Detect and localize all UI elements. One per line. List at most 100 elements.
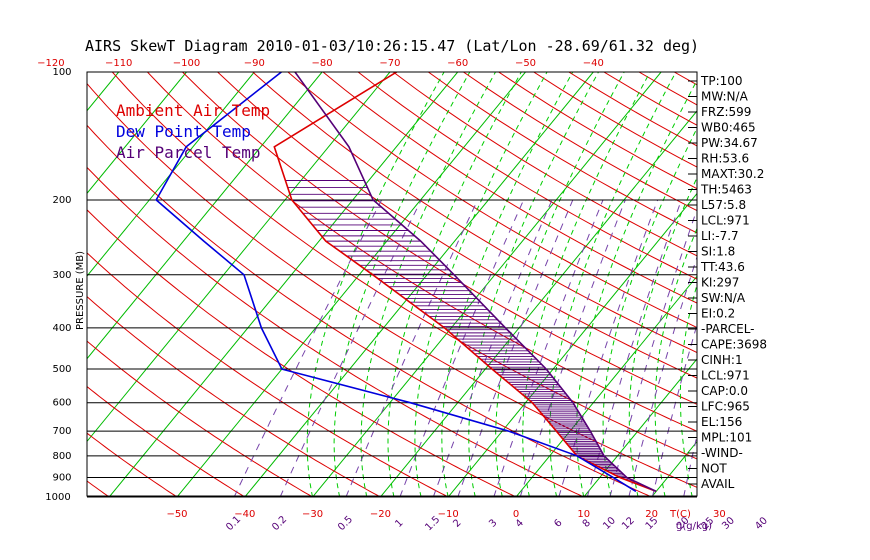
top-temp-tick-label: −100 xyxy=(173,58,200,69)
pressure-tick-label: 100 xyxy=(52,67,71,78)
mixing-ratio-tick-label: 2 xyxy=(451,517,463,529)
x-axis-label: T(C) xyxy=(669,509,691,520)
stability-index-label: -WIND- xyxy=(701,446,743,460)
top-temp-tick-label: −60 xyxy=(447,58,468,69)
top-temp-tick-label: −90 xyxy=(244,58,265,69)
isotherm-line xyxy=(109,72,459,496)
isotherm-line xyxy=(87,72,187,195)
stability-index-label: EL:156 xyxy=(701,415,742,429)
mixing-ratio-tick-label: 6 xyxy=(552,517,564,529)
mixing-ratio-tick-label: 10 xyxy=(601,515,618,532)
mixing-ratio-tick-label: 4 xyxy=(514,518,526,530)
bottom-temp-tick-label: 0 xyxy=(513,509,519,520)
stability-index-label: KI:297 xyxy=(701,276,739,290)
pressure-tick-label: 400 xyxy=(52,323,71,334)
stability-index-label: NOT xyxy=(701,462,727,476)
isotherm-line xyxy=(448,192,697,496)
mixing-ratio-line xyxy=(280,199,422,496)
top-temp-tick-label: −80 xyxy=(312,58,333,69)
pressure-tick-label: 500 xyxy=(52,364,71,375)
pressure-tick-label: 800 xyxy=(52,451,71,462)
moist-adiabat-line xyxy=(576,79,697,496)
dry-adiabat-line xyxy=(252,72,697,354)
stability-index-label: AVAIL xyxy=(701,477,735,491)
pressure-tick-label: 1000 xyxy=(45,492,70,503)
bottom-temp-tick-label: −30 xyxy=(302,509,323,520)
stability-index-label: CAP:0.0 xyxy=(701,384,748,398)
stability-index-label: EI:0.2 xyxy=(701,307,735,321)
moist-adiabat-line xyxy=(776,72,851,497)
moist-adiabat-line xyxy=(360,72,496,496)
stability-index-label: FRZ:599 xyxy=(701,105,751,119)
dry-adiabat-line xyxy=(0,72,41,497)
y-axis-label: PRESSURE (MB) xyxy=(75,251,86,330)
stability-index-label: SW:N/A xyxy=(701,291,746,305)
mixing-ratio-tick-label: 40 xyxy=(753,515,770,532)
moist-adiabat-line xyxy=(468,72,599,496)
isotherm-line xyxy=(651,440,697,496)
stability-index-label: -PARCEL- xyxy=(701,322,755,336)
pressure-tick-label: 600 xyxy=(52,398,71,409)
bottom-temp-tick-label: 10 xyxy=(577,509,590,520)
stability-index-label: LCL:971 xyxy=(701,369,750,383)
dry-adiabat-line xyxy=(428,72,697,234)
top-temp-tick-label: −70 xyxy=(379,58,400,69)
moist-adiabat-line xyxy=(414,72,548,496)
mixing-ratio-tick-label: 0.2 xyxy=(270,514,289,533)
isotherm-line xyxy=(312,72,662,496)
stability-index-label: TT:43.6 xyxy=(700,260,745,274)
dry-adiabat-line xyxy=(87,252,448,496)
stability-index-label: TP:100 xyxy=(700,74,743,88)
isotherm-line xyxy=(177,72,526,496)
dry-adiabat-line xyxy=(744,72,870,497)
pressure-tick-label: 200 xyxy=(52,195,71,206)
dry-adiabat-line xyxy=(815,72,870,497)
series-line-air-parcel-temp xyxy=(294,72,657,493)
isotherm-line xyxy=(87,72,391,443)
dry-adiabat-line xyxy=(463,72,697,212)
isotherm-line xyxy=(87,72,255,277)
dry-adiabat-line xyxy=(87,340,312,496)
stability-index-label: RH:53.6 xyxy=(701,152,749,166)
top-temp-tick-label: −110 xyxy=(105,58,132,69)
legend-entry: Air Parcel Temp xyxy=(116,143,261,162)
dry-adiabat-line xyxy=(87,209,516,496)
mixing-ratio-line xyxy=(519,199,626,496)
isotherm-line xyxy=(787,72,870,497)
chart-title: AIRS SkewT Diagram 2010-01-03/10:26:15.4… xyxy=(85,37,699,55)
legend-entry: Dew Point Temp xyxy=(116,122,251,141)
stability-index-label: MPL:101 xyxy=(701,431,752,445)
dry-adiabat-line xyxy=(87,124,651,496)
moist-adiabat-line xyxy=(522,72,651,496)
dry-adiabat-line xyxy=(780,72,870,497)
moist-adiabat-line xyxy=(306,72,445,496)
pressure-tick-label: 700 xyxy=(52,426,71,437)
top-temp-tick-label: −50 xyxy=(515,58,536,69)
bottom-temp-tick-label: −20 xyxy=(370,509,391,520)
dry-adiabat-line xyxy=(87,82,697,488)
stability-index-label: TH:5463 xyxy=(700,183,752,197)
stability-index-label: MAXT:30.2 xyxy=(701,167,764,181)
stability-index-label: CAPE:3698 xyxy=(701,338,767,352)
moist-adiabat-line xyxy=(628,176,697,496)
series-line-dew-point-temp xyxy=(155,72,637,493)
plot-frame xyxy=(86,71,698,497)
mixing-ratio-line xyxy=(433,199,553,496)
mixing-ratio-line xyxy=(558,199,659,496)
mixing-ratio-tick-label: 0.5 xyxy=(336,514,355,533)
mixing-ratio-tick-label: 8 xyxy=(581,518,593,530)
pressure-tick-label: 900 xyxy=(52,473,71,484)
isotherm-line xyxy=(583,358,697,496)
bottom-temp-tick-label: −50 xyxy=(166,509,187,520)
mixing-ratio-line xyxy=(399,199,525,496)
stability-index-label: PW:34.67 xyxy=(701,136,758,150)
top-temp-tick-label: −120 xyxy=(37,58,64,69)
stability-index-label: SI:1.8 xyxy=(701,245,735,259)
stability-index-label: LI:-7.7 xyxy=(701,229,739,243)
moist-adiabat-line xyxy=(679,283,697,496)
dry-adiabat-line xyxy=(357,72,697,280)
mixing-ratio-tick-label: 12 xyxy=(620,515,637,532)
top-temp-tick-label: −40 xyxy=(583,58,604,69)
isotherm-line xyxy=(87,72,323,360)
